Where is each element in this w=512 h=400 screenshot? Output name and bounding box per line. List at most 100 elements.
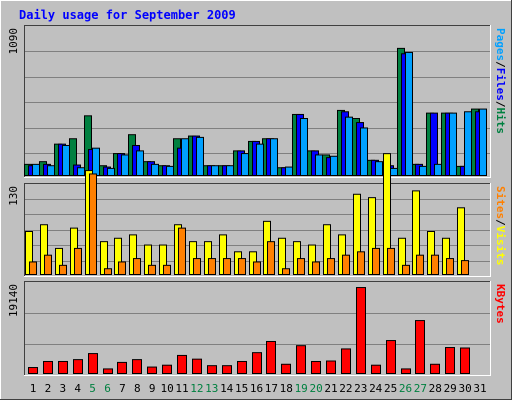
x-tick-label-day-10: 10 — [160, 382, 173, 395]
bar-kbytes-day-4 — [73, 359, 83, 375]
x-tick-label-day-6: 6 — [104, 382, 111, 395]
panel-mid-legend: Sites/Visits — [494, 186, 507, 266]
bar-kbytes-day-2 — [43, 360, 53, 374]
x-tick-label-day-8: 8 — [134, 382, 141, 395]
bar-kbytes-day-15 — [237, 360, 247, 374]
panel-top: 1090 Pages/Files/Hits — [7, 25, 507, 178]
bar-kbytes-day-24 — [371, 364, 381, 374]
bar-kbytes-day-30 — [460, 347, 470, 375]
bar-kbytes-day-1 — [28, 367, 38, 375]
bar-pages-day-29 — [449, 112, 457, 176]
bar-sites-day-14 — [223, 258, 231, 276]
x-tick-label-day-22: 22 — [339, 382, 352, 395]
bar-kbytes-day-27 — [415, 320, 425, 374]
bar-kbytes-day-17 — [266, 340, 276, 375]
bar-sites-day-10 — [163, 264, 171, 276]
bar-kbytes-day-13 — [207, 365, 217, 375]
bar-sites-day-8 — [133, 258, 141, 276]
bar-sites-day-11 — [178, 227, 186, 276]
bar-sites-day-9 — [148, 264, 156, 276]
bar-sites-day-30 — [461, 260, 469, 276]
bar-sites-day-23 — [357, 251, 365, 276]
bar-pages-day-10 — [166, 165, 174, 176]
x-tick-label-day-23: 23 — [354, 382, 367, 395]
bar-sites-day-6 — [104, 268, 112, 276]
bar-kbytes-day-5 — [88, 353, 98, 374]
bar-sites-day-25 — [387, 247, 395, 276]
x-tick-label-day-12: 12 — [190, 382, 203, 395]
x-tick-label-day-25: 25 — [384, 382, 397, 395]
bar-pages-day-13 — [211, 165, 219, 177]
bar-pages-day-21 — [330, 155, 338, 177]
bar-pages-day-4 — [77, 167, 85, 177]
legend-entry: Visits — [494, 226, 507, 266]
bar-pages-day-6 — [107, 167, 115, 177]
bar-kbytes-day-19 — [296, 345, 306, 374]
bar-pages-day-5 — [92, 147, 100, 176]
x-tick-label-day-31: 31 — [473, 382, 486, 395]
x-tick-label-day-5: 5 — [89, 382, 96, 395]
bar-pages-day-11 — [181, 138, 189, 176]
bar-sites-day-1 — [29, 261, 37, 276]
legend-entry: Sites — [494, 186, 507, 219]
bar-sites-day-2 — [44, 254, 52, 275]
bar-pages-day-9 — [151, 163, 159, 176]
bar-pages-day-23 — [360, 127, 368, 176]
bar-kbytes-day-29 — [445, 347, 455, 374]
bar-kbytes-day-6 — [103, 368, 113, 375]
bar-pages-day-16 — [256, 143, 264, 176]
chart-title: Daily usage for September 2009 — [19, 8, 236, 22]
bar-sites-day-16 — [253, 261, 261, 276]
bar-sites-day-28 — [431, 254, 439, 275]
bar-kbytes-day-11 — [177, 354, 187, 374]
legend-entry: KBytes — [494, 284, 507, 324]
bar-pages-day-17 — [270, 138, 278, 176]
legend-entry: / — [494, 101, 507, 108]
bar-pages-day-27 — [419, 165, 427, 176]
bar-kbytes-day-14 — [222, 365, 232, 375]
series-pages — [32, 51, 487, 177]
bar-pages-day-30 — [464, 111, 472, 176]
bar-pages-day-2 — [47, 165, 55, 177]
bar-pages-day-14 — [226, 165, 234, 177]
panel-top-legend: Pages/Files/Hits — [494, 28, 507, 134]
bar-sites-day-21 — [327, 258, 335, 276]
bar-pages-day-12 — [196, 136, 204, 176]
bar-kbytes-day-22 — [341, 348, 351, 375]
x-tick-label-day-7: 7 — [119, 382, 126, 395]
bar-pages-day-25 — [390, 167, 398, 177]
bar-sites-day-26 — [402, 264, 410, 276]
bar-kbytes-day-25 — [386, 340, 396, 375]
series-sites — [29, 173, 469, 276]
bar-pages-day-20 — [315, 154, 323, 176]
x-tick-label-day-16: 16 — [250, 382, 263, 395]
bar-pages-day-8 — [136, 150, 144, 176]
bar-sites-day-12 — [193, 258, 201, 276]
x-tick-label-day-13: 13 — [205, 382, 218, 395]
bar-sites-day-17 — [267, 241, 275, 275]
bar-kbytes-day-7 — [117, 361, 127, 374]
bar-kbytes-day-8 — [132, 359, 142, 375]
bar-kbytes-day-18 — [281, 363, 291, 374]
x-tick-label-day-26: 26 — [399, 382, 412, 395]
legend-entry: Files — [494, 68, 507, 101]
bar-pages-day-7 — [121, 154, 129, 176]
x-tick-label-day-17: 17 — [265, 382, 278, 395]
bar-kbytes-day-28 — [430, 363, 440, 374]
x-tick-label-day-15: 15 — [235, 382, 248, 395]
x-tick-label-day-19: 19 — [295, 382, 308, 395]
bar-pages-day-31 — [479, 108, 487, 176]
panel-mid-max-label: 130 — [7, 186, 20, 206]
x-tick-label-day-28: 28 — [429, 382, 442, 395]
x-tick-label-day-3: 3 — [59, 382, 66, 395]
bar-kbytes-day-26 — [401, 368, 411, 375]
bar-sites-day-5 — [89, 173, 97, 275]
x-tick-label-day-18: 18 — [280, 382, 293, 395]
panel-bot-legend: KBytes — [494, 284, 507, 324]
bar-kbytes-day-3 — [58, 360, 68, 374]
bar-sites-day-13 — [208, 258, 216, 276]
bar-sites-day-18 — [282, 268, 290, 276]
panel-mid: 130 Sites/Visits — [7, 153, 507, 277]
